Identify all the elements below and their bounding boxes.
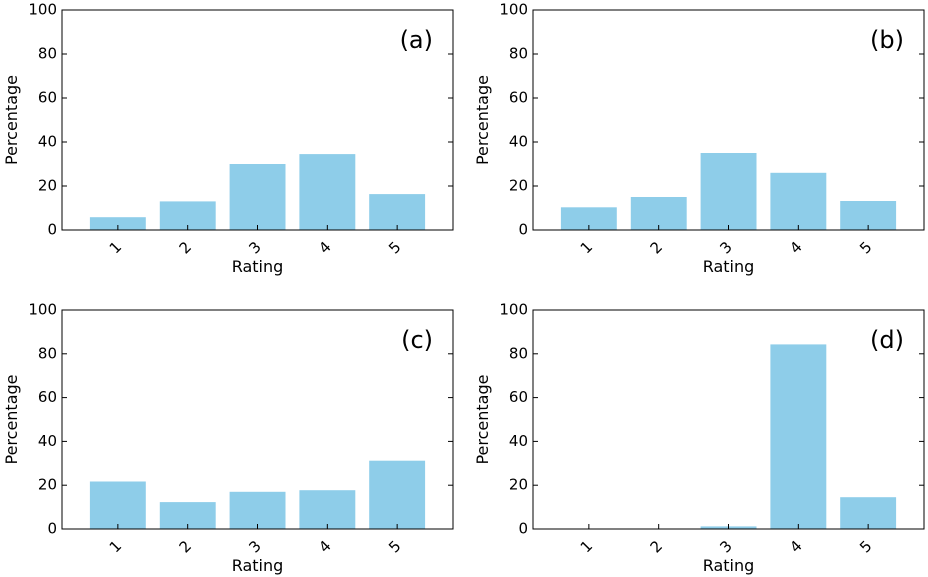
x-tick-label: 2 [647,537,666,556]
y-tick-label: 40 [509,432,528,450]
bar-rating-3 [229,164,286,230]
plot-frame [61,309,454,530]
x-tick-label: 2 [176,238,195,257]
panel-c: 1 2 3 4 5 0 20 40 60 80 100 Rating Percentage (c) [2,301,454,575]
x-tick-label: 4 [315,537,334,556]
y-tick-label: 0 [518,520,528,538]
x-tick-label: 5 [856,537,875,556]
x-tick-label: 3 [245,238,264,257]
y-tick-label: 100 [499,1,528,19]
panel-label: (a) [400,26,433,54]
y-axis-label: Percentage [2,374,21,464]
y-tick-label: 20 [38,476,57,494]
y-tick-label: 60 [509,89,528,107]
y-tick-label: 100 [28,301,57,319]
bar-rating-5 [369,460,426,529]
x-tick-label: 4 [315,238,334,257]
y-axis-label: Percentage [473,374,492,464]
y-tick-label: 0 [518,221,528,239]
bar-rating-4 [299,154,356,230]
y-tick-label: 80 [509,344,528,362]
x-axis-label: Rating [232,556,284,575]
x-tick-label: 1 [577,238,596,257]
x-tick-label: 1 [577,537,596,556]
y-tick-label: 20 [509,476,528,494]
x-axis-label: Rating [703,257,755,276]
y-tick-label: 20 [38,177,57,195]
x-tick-label: 2 [176,537,195,556]
x-tick-label: 3 [716,537,735,556]
bar-rating-2 [630,197,687,230]
x-tick-label: 1 [106,238,125,257]
y-tick-label: 80 [509,45,528,63]
y-tick-label: 40 [509,133,528,151]
y-tick-label: 20 [509,177,528,195]
y-tick-label: 80 [38,45,57,63]
bar-rating-5 [840,497,897,529]
panel-label: (b) [870,26,904,54]
x-tick-label: 2 [647,238,666,257]
y-tick-label: 40 [38,432,57,450]
x-axis-label: Rating [703,556,755,575]
y-tick-label: 100 [499,301,528,319]
y-tick-label: 80 [38,344,57,362]
bar-rating-1 [560,207,617,230]
bar-rating-1 [89,481,146,529]
x-tick-label: 5 [385,537,404,556]
y-tick-label: 60 [509,388,528,406]
y-tick-label: 40 [38,133,57,151]
bar-rating-5 [369,194,426,230]
y-tick-label: 60 [38,89,57,107]
y-axis-label: Percentage [473,75,492,165]
y-tick-label: 0 [47,221,57,239]
x-axis-label: Rating [232,257,284,276]
y-tick-label: 60 [38,388,57,406]
bar-rating-4 [770,344,827,529]
x-tick-label: 3 [245,537,264,556]
panel-d: 1 2 3 4 5 0 20 40 60 80 100 Rating Percentage (d) [473,301,925,575]
plot-frame [532,309,925,530]
y-tick-label: 100 [28,1,57,19]
panel-b: 1 2 3 4 5 0 20 40 60 80 100 Rating Percentage (b) [473,1,925,276]
y-tick-label: 0 [47,520,57,538]
y-axis-label: Percentage [2,75,21,165]
bar-rating-4 [770,172,827,230]
bar-rating-3 [700,153,757,230]
plot-frame [61,9,454,231]
bar-rating-3 [229,491,286,529]
bar-rating-4 [299,490,356,529]
panel-label: (c) [401,326,433,354]
panel-label: (d) [870,326,904,354]
x-tick-label: 5 [856,238,875,257]
bar-rating-1 [89,217,146,230]
plot-frame [532,9,925,231]
x-tick-label: 4 [786,238,805,257]
x-tick-label: 3 [716,238,735,257]
x-tick-label: 1 [106,537,125,556]
x-tick-label: 4 [786,537,805,556]
x-tick-label: 5 [385,238,404,257]
panel-a: 1 2 3 4 5 0 20 40 60 80 100 Rating Percentage (a) [2,1,454,276]
